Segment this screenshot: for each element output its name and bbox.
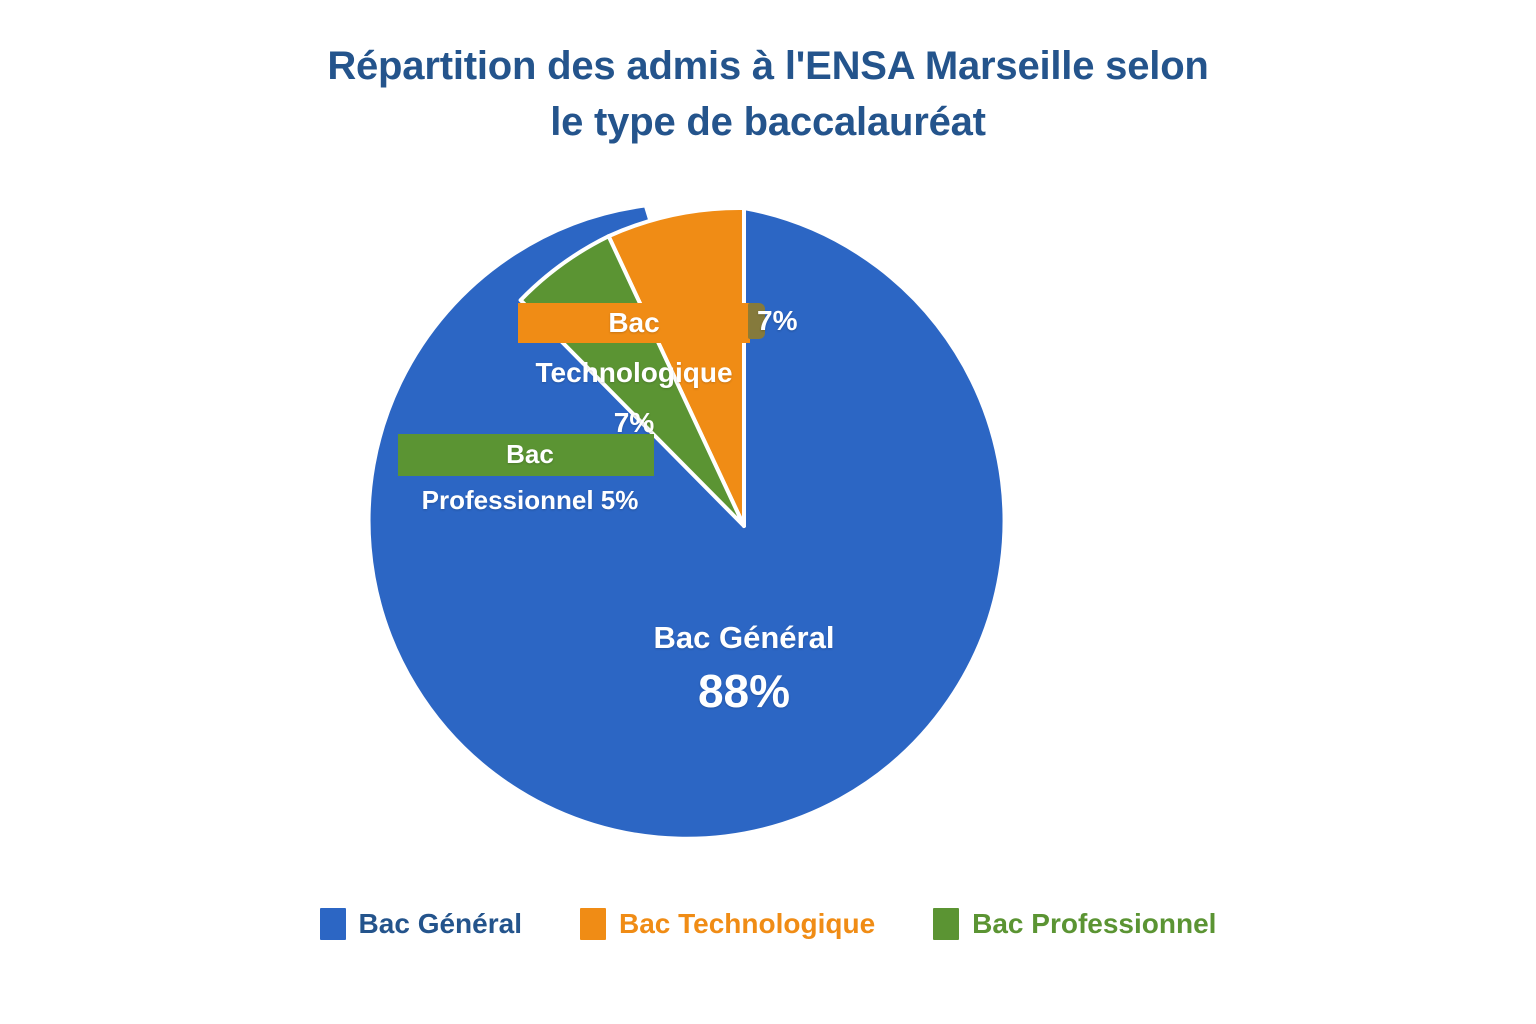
- legend-item-bac-technologique[interactable]: Bac Technologique: [579, 908, 876, 940]
- legend-swatch-bac-technologique: [579, 908, 606, 940]
- pie-slice-bac-technologique[interactable]: [606, 205, 746, 528]
- legend-label-bac-general: Bac Général: [358, 908, 522, 939]
- pie-plot-area: Bac Général 88% Bac Technologique 7% 7% …: [366, 203, 1007, 841]
- pie-svg: [366, 203, 1007, 841]
- chart-legend: Bac Général Bac Technologique Bac Profes…: [0, 908, 1536, 940]
- legend-item-bac-general[interactable]: Bac Général: [319, 908, 522, 940]
- legend-label-bac-technologique: Bac Technologique: [618, 908, 876, 939]
- legend-item-bac-professionnel[interactable]: Bac Professionnel: [933, 908, 1216, 940]
- pie-slice-bac-general[interactable]: [366, 203, 1007, 841]
- legend-label-bac-professionnel: Bac Professionnel: [972, 908, 1217, 939]
- legend-swatch-bac-professionnel: [933, 908, 960, 940]
- chart-title: Répartition des admis à l'ENSA Marseille…: [327, 44, 1209, 144]
- legend-swatch-bac-general: [319, 908, 346, 940]
